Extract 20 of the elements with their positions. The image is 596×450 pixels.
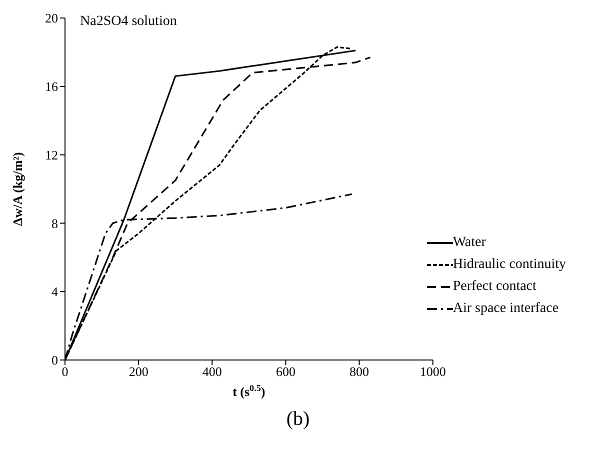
y-tick-label: 4 [52,284,58,300]
x-tick-label: 0 [62,364,68,380]
text: (b) [285,408,311,431]
x-tick-label: 400 [202,364,222,380]
y-tick-label: 16 [45,79,58,94]
legend-label: Air space interface [452,301,559,317]
x-axis-title: t (s$^{0.5}$) [232,383,266,399]
y-tick-label: 12 [45,147,58,162]
x-tick-label: 1000 [420,364,446,380]
y-tick-label: 8 [52,216,58,231]
chart-title: Na2SO4 solution [80,14,177,30]
y-tick-label: 0 [52,352,58,368]
legend-label: Water [452,235,486,251]
y-tick-label: 20 [45,10,58,26]
legend-label: Perfect contact [452,279,536,295]
x-tick-label: 600 [276,364,296,380]
legend-label: Hidraulic continuity [452,257,566,273]
x-tick-label: 800 [350,364,370,380]
x-tick-label: 200 [128,364,148,380]
y-axis-title: Δw/A (kg/m²) [10,152,25,226]
